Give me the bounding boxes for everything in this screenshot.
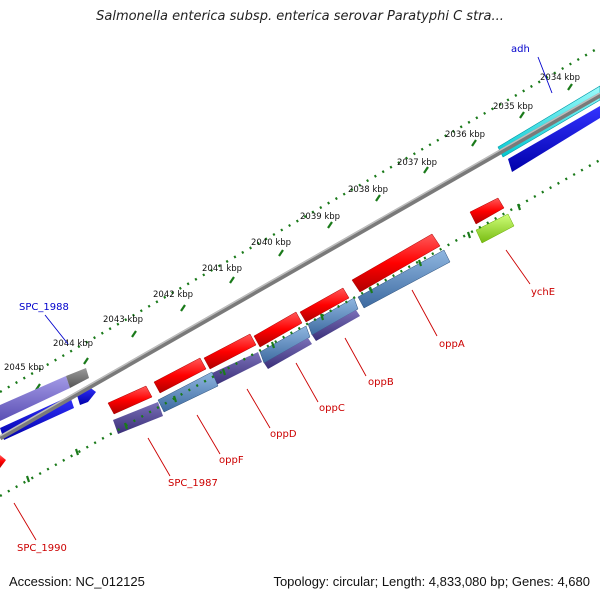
tick-label: 2039 kbp [300, 212, 340, 222]
gene-spc1988-gray [66, 368, 89, 388]
cog-strand [113, 213, 515, 434]
gene-label-spc1990: SPC_1990 [17, 543, 67, 554]
backbone [0, 92, 600, 441]
gene-label-oppb: oppB [368, 377, 394, 388]
gene-oppD-purple [210, 352, 262, 386]
gene-oppF-red [153, 357, 207, 394]
gene-oppF-cog [157, 371, 219, 413]
gene-oppC-cog [259, 325, 311, 364]
opp-operon-red [107, 197, 505, 415]
forward-strand-genes [0, 85, 600, 468]
gene-spc1988-lavender [0, 376, 70, 421]
gene-label-oppa: oppA [439, 339, 465, 350]
tick-label: 2042 kbp [153, 290, 193, 300]
inner-major-ticks [25, 203, 522, 483]
gene-oppB-purple [312, 310, 360, 341]
gene-label-adh: adh [511, 44, 530, 55]
tick-label: 2037 kbp [397, 158, 437, 168]
gene-spc1987-red [107, 385, 153, 415]
tick-label: 2038 kbp [348, 185, 388, 195]
gene-oppA-cog [357, 249, 451, 309]
tick-label: 2043 kbp [103, 315, 143, 325]
accession-text: Accession: NC_012125 [9, 574, 145, 589]
map-title: Salmonella enterica subsp. enterica sero… [96, 9, 504, 24]
label-leaders [13, 56, 553, 541]
gene-oppB-red [299, 287, 350, 323]
gene-oppD-red [203, 333, 257, 370]
gene-oppC-red [253, 311, 303, 348]
gene-labels: adh SPC_1988 ychE oppA oppB oppC oppD op… [17, 44, 555, 554]
gene-ychE-lime [475, 213, 515, 244]
tick-label: 2041 kbp [202, 264, 242, 274]
tick-label: 2040 kbp [251, 238, 291, 248]
tick-label: 2034 kbp [540, 73, 580, 83]
gene-oppA-red [351, 233, 441, 293]
gene-label-spc1987: SPC_1987 [168, 478, 218, 489]
genome-summary: Topology: circular; Length: 4,833,080 bp… [273, 574, 590, 589]
outer-tick-track [0, 45, 600, 394]
gene-ychE-red [469, 197, 505, 225]
gene-label-oppc: oppC [319, 403, 345, 414]
outer-major-ticks [35, 83, 573, 391]
tick-label: 2036 kbp [445, 130, 485, 140]
tick-labels: 2034 kbp 2035 kbp 2036 kbp 2037 kbp 2038… [4, 73, 580, 373]
gene-label-spc1988: SPC_1988 [19, 302, 69, 313]
gene-edge-red [0, 455, 6, 468]
gene-label-oppf: oppF [219, 455, 244, 466]
gene-oppC-purple [264, 338, 312, 369]
gene-label-yche: ychE [531, 287, 555, 298]
tick-label: 2045 kbp [4, 363, 44, 373]
tick-label: 2035 kbp [493, 102, 533, 112]
gene-adh-blue [508, 106, 600, 172]
inner-tick-track [0, 158, 600, 498]
tick-label: 2044 kbp [53, 339, 93, 349]
gene-label-oppd: oppD [270, 429, 297, 440]
